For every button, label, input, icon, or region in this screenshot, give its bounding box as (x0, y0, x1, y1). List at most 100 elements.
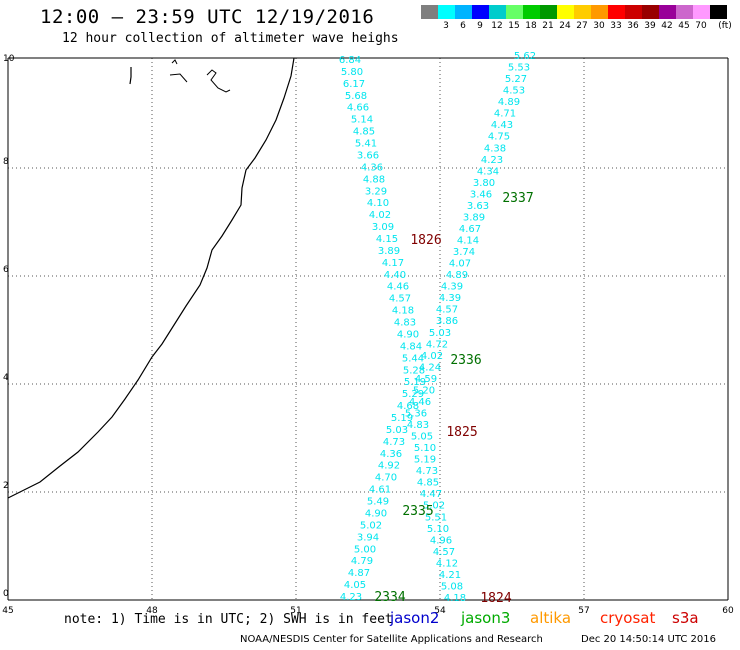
swh-label-track-a: 4.23 (340, 592, 362, 603)
legend-label: 21 (542, 21, 554, 31)
swh-label-track-a: 3.29 (365, 186, 387, 197)
satellite-name: altika (530, 609, 572, 627)
coastline (7, 57, 295, 499)
swh-label-track-b: 4.67 (459, 224, 481, 235)
legend-swatch (523, 5, 540, 19)
satellite-name: cryosat (600, 609, 656, 627)
swh-label-track-a: 6.84 (339, 55, 361, 66)
lat-tick-label: 10 (3, 54, 15, 64)
footer-timestamp: Dec 20 14:50:14 UTC 2016 (581, 634, 716, 645)
legend-swatch (659, 5, 676, 19)
swh-label-track-a: 4.36 (380, 449, 402, 460)
lat-tick-label: 0 (3, 589, 9, 599)
lon-tick-label: 51 (290, 606, 301, 616)
swh-label-track-a: 4.17 (382, 258, 404, 269)
swh-label-track-a: 4.68 (397, 401, 419, 412)
swh-label-track-a: 5.02 (360, 520, 382, 531)
lat-tick-label: 6 (3, 265, 9, 275)
lon-tick-label: 48 (146, 606, 158, 616)
swh-label-track-b: 4.83 (407, 420, 429, 431)
swh-label-track-a: 5.19 (404, 377, 426, 388)
swh-label-track-b: 5.19 (414, 455, 436, 466)
lat-tick-label: 8 (3, 157, 9, 167)
swh-label-track-b: 4.96 (430, 535, 452, 546)
swh-label-track-a: 4.46 (387, 282, 409, 293)
swh-label-track-a: 6.17 (343, 79, 365, 90)
swh-label-track-a: 5.28 (403, 365, 425, 376)
legend-label: 36 (627, 21, 639, 31)
legend-label: 30 (593, 21, 605, 31)
swh-label-track-a: 4.15 (376, 234, 398, 245)
swh-label-track-a: 4.18 (392, 306, 414, 317)
swh-label-track-a: 4.90 (365, 509, 387, 520)
pass-id-label: 1825 (446, 425, 477, 440)
swh-label-track-a: 3.94 (357, 532, 379, 543)
swh-label-track-b: 5.27 (505, 74, 527, 85)
swh-label-track-b: 4.24 (419, 362, 441, 373)
swh-label-track-b: 3.63 (467, 201, 489, 212)
swh-label-track-a: 5.44 (402, 353, 424, 364)
legend-label: 45 (678, 21, 690, 31)
legend-label: 3 (443, 21, 449, 31)
swh-label-track-b: 5.10 (427, 524, 449, 535)
swh-label-track-a: 5.19 (391, 413, 413, 424)
lon-tick-label: 60 (722, 606, 734, 616)
altimeter-tracks: 6.845.806.175.684.665.144.855.413.664.36… (339, 51, 536, 604)
footer-note: note: 1) Time is in UTC; 2) SWH is in fe… (64, 612, 393, 627)
color-legend: 3 6 9 12 15 18 21 24 27 30 33 36 39 42 45 70 (ft) (421, 5, 732, 35)
map-subtitle: 12 hour collection of altimeter wave hei… (62, 31, 399, 46)
pass-id-label: 2337 (502, 191, 533, 206)
swh-label-track-b: 4.72 (426, 339, 448, 350)
swh-label-track-b: 4.14 (457, 236, 479, 247)
pass-labels: 1826 2337 2336 1825 2335 2334 1824 (374, 191, 533, 606)
swh-label-track-a: 4.36 (361, 162, 383, 173)
swh-label-track-b: 5.05 (411, 432, 433, 443)
swh-label-track-a: 3.89 (378, 246, 400, 257)
footer-credit: NOAA/NESDIS Center for Satellite Applica… (240, 634, 543, 645)
swh-label-track-b: 4.46 (409, 397, 431, 408)
legend-label: 9 (477, 21, 483, 31)
pass-id-label: 2335 (402, 504, 433, 519)
legend-swatch (676, 5, 693, 19)
swh-label-track-b: 4.43 (491, 120, 513, 131)
lat-lon-grid (8, 58, 728, 600)
island (206, 69, 231, 93)
swh-label-track-a: 4.10 (367, 198, 389, 209)
swh-label-track-b: 4.39 (439, 293, 461, 304)
pass-id-label: 1824 (480, 591, 511, 606)
lon-tick-label: 57 (578, 606, 589, 616)
legend-label: 24 (559, 21, 571, 31)
swh-label-track-b: 3.46 (470, 189, 492, 200)
swh-label-track-a: 5.80 (341, 67, 363, 78)
island (129, 67, 132, 85)
swh-label-track-b: 4.57 (433, 547, 455, 558)
swh-label-track-a: 4.83 (394, 318, 416, 329)
swh-label-track-a: 4.85 (353, 127, 375, 138)
legend-swatch (438, 5, 455, 19)
swh-label-track-b: 4.71 (494, 109, 516, 120)
legend-swatch (557, 5, 574, 19)
map-title: 12:00 – 23:59 UTC 12/19/2016 (40, 6, 375, 28)
swh-label-track-a: 4.40 (384, 270, 406, 281)
swh-label-track-a: 3.66 (357, 151, 379, 162)
legend-swatch (693, 5, 710, 19)
swh-label-track-a: 4.61 (369, 485, 391, 496)
legend-swatch (642, 5, 659, 19)
swh-label-track-a: 4.84 (400, 341, 422, 352)
swh-label-track-b: 4.39 (441, 282, 463, 293)
swh-label-track-a: 4.88 (363, 174, 385, 185)
swh-label-track-b: 4.47 (420, 489, 442, 500)
swh-label-track-a: 4.70 (375, 473, 397, 484)
legend-label: 39 (644, 21, 656, 31)
swh-label-track-b: 4.85 (417, 478, 439, 489)
swh-label-track-a: 3.09 (372, 222, 394, 233)
pass-id-label: 1826 (410, 233, 441, 248)
swh-label-track-b: 4.18 (444, 593, 466, 604)
swh-label-track-b: 4.07 (449, 259, 471, 270)
legend-swatch (506, 5, 523, 19)
swh-label-track-a: 5.41 (355, 139, 377, 150)
swh-label-track-a: 4.92 (378, 461, 400, 472)
swh-label-track-b: 4.59 (415, 374, 437, 385)
legend-swatch (489, 5, 506, 19)
swh-label-track-a: 4.02 (369, 210, 391, 221)
